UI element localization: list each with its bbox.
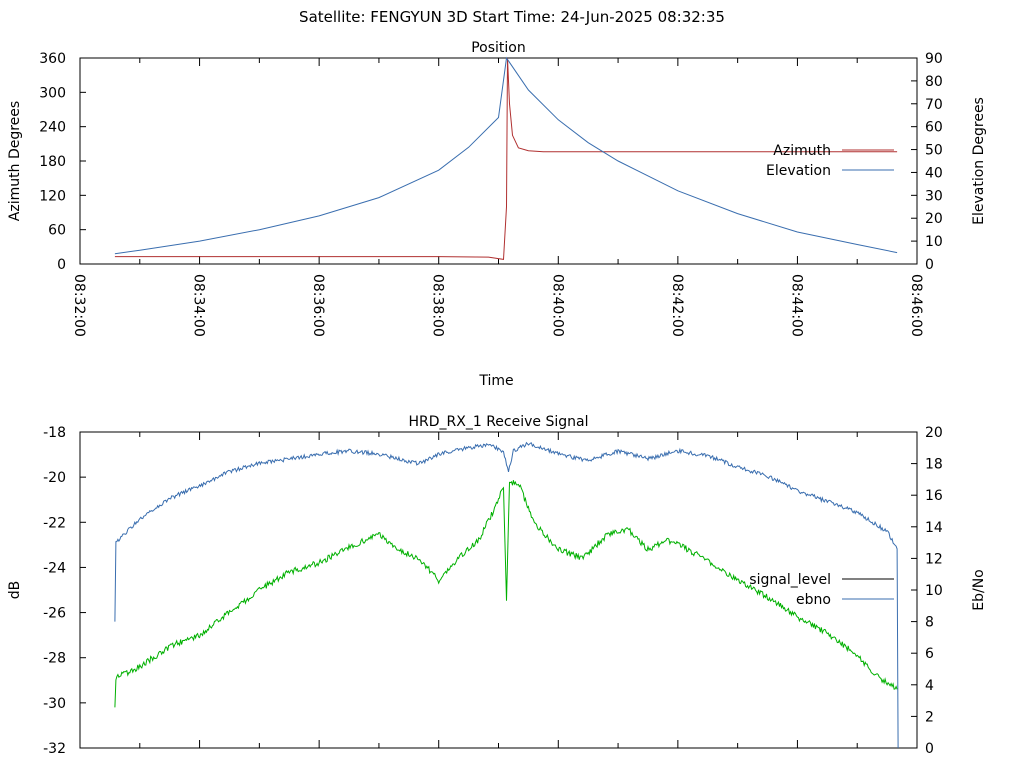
y-tick-label-right: 2: [925, 709, 934, 725]
y-tick-label-right: 6: [925, 646, 934, 662]
y-tick-label-right: 18: [925, 457, 943, 473]
y-tick-label-right: 40: [925, 165, 943, 181]
y-tick-label-right: 10: [925, 234, 943, 250]
chart-position: Position 0 60 120 180 240 300 360 0 10 20 30 40 50 60 7…: [7, 40, 987, 389]
y-tick-label-left: -18: [43, 425, 66, 441]
y-tick-label-right: 10: [925, 583, 943, 599]
x-tick-label: 08:42:00: [669, 274, 685, 337]
y-tick-label-left: -30: [43, 696, 66, 712]
y-tick-label-right: 0: [925, 257, 934, 273]
legend-label: signal_level: [749, 572, 831, 588]
y-axis-label-right: Elevation Degrees: [971, 97, 987, 225]
y-tick-label-right: 4: [925, 678, 934, 694]
start-time-label: Start Time: 24-Jun-2025 08:32:35: [472, 8, 725, 26]
y-tick-label-right: 12: [925, 551, 943, 567]
y-tick-label-right: 0: [925, 741, 934, 757]
figure-title: Satellite: FENGYUN 3D Start Time: 24-Jun…: [0, 8, 1024, 26]
chart-title: HRD_RX_1 Receive Signal: [409, 414, 589, 430]
y-tick-label-right: 90: [925, 51, 943, 67]
series-line-Azimuth: [114, 57, 898, 260]
x-tick-label: 08:34:00: [191, 274, 207, 337]
chart-title: Position: [471, 40, 526, 56]
x-tick-label: 08:32:00: [71, 274, 87, 337]
y-tick-label-left: 120: [39, 188, 66, 204]
y-tick-label-right: 14: [925, 520, 943, 536]
series-line-unnamed: [114, 480, 898, 708]
x-tick-label: 08:40:00: [549, 274, 565, 337]
y-tick-label-right: 60: [925, 120, 943, 136]
legend-label: ebno: [796, 592, 831, 608]
series-line-Elevation: [114, 56, 898, 255]
y-tick-label-right: 8: [925, 615, 934, 631]
x-tick-label: 08:46:00: [908, 274, 924, 337]
x-tick-label: 08:36:00: [310, 274, 326, 337]
satellite-label: Satellite: FENGYUN 3D: [299, 8, 468, 26]
x-tick-label: 08:38:00: [430, 274, 446, 337]
y-tick-label-left: 240: [39, 120, 66, 136]
legend-label: Elevation: [766, 163, 831, 179]
y-tick-label-right: 16: [925, 488, 943, 504]
x-tick-label: 08:44:00: [788, 274, 804, 337]
chart-receive-signal: HRD_RX_1 Receive Signal -18 -20 -22 -24 -26 -2…: [7, 414, 987, 757]
y-tick-label-left: 60: [48, 223, 66, 239]
y-tick-label-right: 80: [925, 74, 943, 90]
y-tick-label-right: 30: [925, 188, 943, 204]
plot-frame: [79, 431, 918, 749]
y-tick-label-left: 180: [39, 154, 66, 170]
y-tick-label-left: -32: [43, 741, 66, 757]
y-axis-label-left: dB: [7, 581, 23, 600]
y-tick-label-left: -22: [43, 515, 66, 531]
y-tick-label-left: 300: [39, 85, 66, 101]
series-line-ebno: [114, 441, 899, 749]
x-axis-label: Time: [478, 373, 513, 389]
y-axis-label-right: Eb/No: [971, 569, 987, 611]
y-tick-label-right: 70: [925, 97, 943, 113]
plot-frame: [79, 57, 918, 265]
y-tick-label-left: 0: [57, 257, 66, 273]
y-tick-label-left: -24: [43, 560, 66, 576]
legend-label: Azimuth: [773, 143, 831, 159]
y-tick-label-right: 20: [925, 211, 943, 227]
y-tick-label-left: -20: [43, 470, 66, 486]
y-tick-label-right: 20: [925, 425, 943, 441]
y-tick-label-left: 360: [39, 51, 66, 67]
y-tick-label-left: -28: [43, 651, 66, 667]
y-tick-label-right: 50: [925, 143, 943, 159]
y-axis-label-left: Azimuth Degrees: [7, 101, 23, 221]
y-tick-label-left: -26: [43, 606, 66, 622]
